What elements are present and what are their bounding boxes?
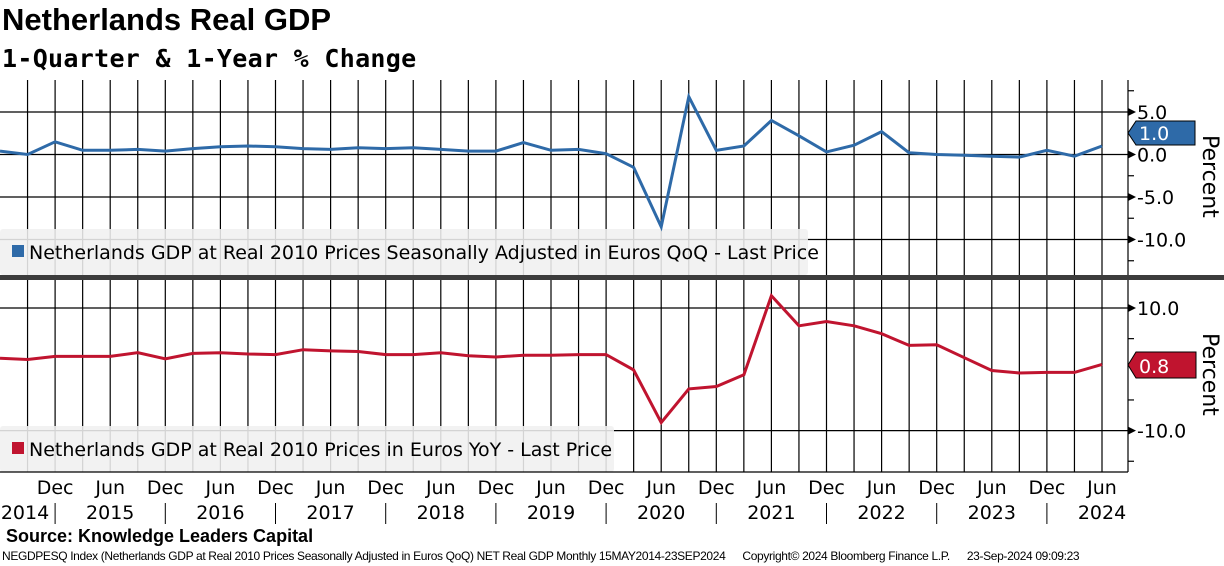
legend-box-yoy [0, 426, 614, 472]
x-axis: Dec Jun Dec Jun Dec Jun Dec Jun Dec Jun Dec Jun Dec J… [0, 471, 1128, 524]
footer-timestamp: 23-Sep-2024 09:09:23 [966, 549, 1080, 563]
y-axis-label-qoq: Percent [1197, 135, 1222, 218]
legend-swatch-qoq [12, 245, 24, 257]
panel-divider[interactable] [0, 275, 1224, 280]
x-tick-year-label: 2014 [1, 502, 49, 524]
x-tick-month-label: Dec [918, 477, 955, 499]
legend-label-qoq: Netherlands GDP at Real 2010 Prices Seas… [29, 242, 819, 264]
legend-swatch-yoy [12, 442, 24, 454]
last-value-tag-qoq: 1.0 [1127, 120, 1196, 146]
x-tick-month-label: Jun [425, 477, 456, 499]
legend-label-yoy: Netherlands GDP at Real 2010 Prices in E… [29, 439, 612, 461]
last-value-qoq: 1.0 [1139, 123, 1169, 145]
x-tick-month-label: Dec [257, 477, 294, 499]
x-tick-year-label: 2023 [968, 502, 1016, 524]
x-tick-month-label: Dec [588, 477, 625, 499]
y-tick-label: -5.0 [1137, 187, 1174, 209]
chart-subtitle: 1-Quarter & 1-Year % Change [2, 44, 417, 73]
x-tick-year-label: 2018 [417, 502, 465, 524]
x-tick-month-label: Jun [315, 477, 346, 499]
x-tick-month-label: Jun [645, 477, 676, 499]
y-tick-arrow [1128, 235, 1136, 244]
axes: 5.0 0.0 -5.0 -10.0 10.0 -10.0 [1127, 80, 1186, 472]
x-tick-month-label: Jun [205, 477, 236, 499]
x-tick-year-label: 2017 [306, 502, 354, 524]
x-tick-year-label: 2019 [527, 502, 575, 524]
x-tick-year-label: 2024 [1078, 502, 1126, 524]
x-tick-month-label: Dec [478, 477, 515, 499]
source-note: Source: Knowledge Leaders Capital [6, 526, 314, 546]
x-tick-month-label: Dec [698, 477, 735, 499]
y-tick-arrow [1128, 426, 1136, 435]
y-tick-label: 5.0 [1137, 102, 1167, 124]
x-tick-month-label: Jun [535, 477, 566, 499]
y-tick-label: 0.0 [1137, 145, 1167, 167]
footer-copyright: Copyright© 2024 Bloomberg Finance L.P. [742, 549, 950, 563]
x-tick-month-label: Jun [976, 477, 1007, 499]
y-tick-label: -10.0 [1137, 230, 1186, 252]
y-tick-arrow [1128, 193, 1136, 201]
x-tick-month-label: Dec [1029, 477, 1066, 499]
footer: NEGDPESQ Index (Netherlands GDP at Real … [2, 549, 1093, 563]
x-tick-month-label: Dec [808, 477, 845, 499]
x-tick-year-label: 2016 [196, 502, 244, 524]
x-tick-year-label: 2021 [747, 502, 795, 524]
x-tick-month-label: Jun [756, 477, 787, 499]
y-tick-arrow [1128, 304, 1136, 312]
x-tick-month-label: Dec [147, 477, 184, 499]
y-tick-arrow [1128, 150, 1136, 159]
x-tick-month-label: Jun [1086, 477, 1117, 499]
footer-ticker: NEGDPESQ Index (Netherlands GDP at Real … [2, 549, 726, 563]
x-tick-month-label: Dec [37, 477, 74, 499]
x-tick-month-label: Dec [367, 477, 404, 499]
series [0, 92, 1103, 426]
x-tick-month-label: Jun [866, 477, 897, 499]
qoq-series-line [0, 92, 1103, 232]
x-tick-year-label: 2015 [86, 502, 134, 524]
legends: Netherlands GDP at Real 2010 Prices Seas… [0, 229, 819, 472]
yoy-series-line [0, 292, 1103, 426]
last-value-yoy: 0.8 [1139, 356, 1169, 378]
legend-box-qoq [0, 229, 808, 275]
x-tick-year-label: 2020 [637, 502, 685, 524]
y-tick-label: -10.0 [1137, 421, 1186, 443]
x-tick-year-label: 2022 [857, 502, 905, 524]
chart-title: Netherlands Real GDP [2, 2, 332, 37]
x-tick-month-label: Jun [94, 477, 125, 499]
y-tick-label: 10.0 [1137, 298, 1179, 320]
y-axis-label-yoy: Percent [1197, 333, 1222, 416]
y-tick-arrow [1128, 108, 1136, 116]
last-value-tag-yoy: 0.8 [1127, 351, 1197, 379]
